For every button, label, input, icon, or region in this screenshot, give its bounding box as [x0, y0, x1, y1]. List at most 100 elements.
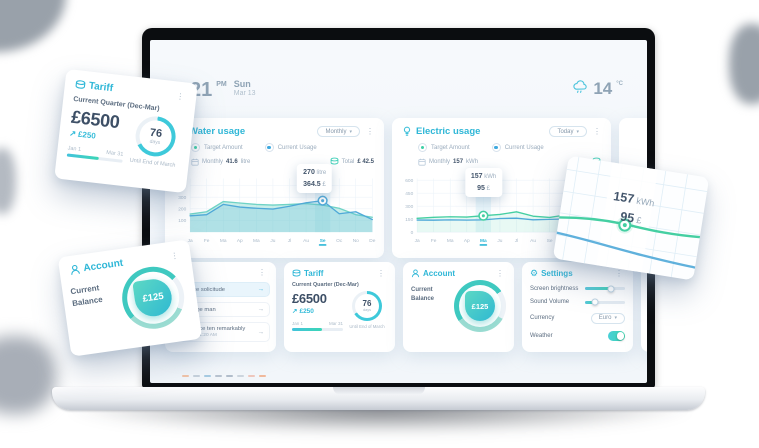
electric-chart-tooltip: 157 kWh 95 £: [464, 168, 503, 198]
current-usage-radio[interactable]: [491, 143, 501, 152]
water-chart-area: 400300200100JaFeMaApMaJuJlAuSeOcNoDe 270…: [169, 164, 380, 256]
svg-text:Ap: Ap: [237, 238, 243, 244]
svg-text:200: 200: [178, 206, 186, 212]
balance-label: Current Balance: [69, 283, 104, 309]
tariff-start-date: Jan 1: [292, 321, 304, 326]
svg-text:Ma: Ma: [220, 238, 227, 244]
svg-text:Ja: Ja: [415, 238, 420, 244]
partial-card: [641, 262, 647, 352]
svg-text:Fe: Fe: [431, 238, 437, 244]
target-amount-radio[interactable]: [418, 143, 427, 152]
dock[interactable]: [182, 374, 266, 377]
kebab-menu-icon[interactable]: ⋮: [169, 250, 180, 261]
volume-slider[interactable]: [585, 298, 625, 306]
calendar-icon: [191, 158, 199, 166]
current-usage-label: Current Usage: [504, 144, 544, 151]
kebab-menu-icon[interactable]: ⋮: [366, 126, 374, 136]
settings-card: ⚙ Settings ⋮ Screen brightness Sound Vol…: [522, 262, 633, 352]
tariff-icon: [74, 79, 86, 91]
dock-app-icon[interactable]: [193, 374, 200, 377]
calendar-icon: [418, 158, 426, 166]
svg-text:Ap: Ap: [464, 238, 470, 244]
chevron-down-icon: ▾: [349, 128, 352, 135]
brightness-slider[interactable]: [585, 285, 625, 292]
kebab-menu-icon[interactable]: ⋮: [593, 126, 601, 136]
lightbulb-icon: [402, 126, 412, 137]
zoom-tooltip: 157 kWh 95 £: [612, 189, 656, 226]
cloud-rain-icon: [572, 80, 589, 94]
temperature-unit: °C: [616, 81, 623, 87]
svg-text:100: 100: [178, 218, 186, 224]
svg-text:300: 300: [405, 204, 413, 210]
svg-text:De: De: [369, 238, 375, 244]
chevron-down-icon: ▾: [614, 315, 617, 321]
balance-drop: £125: [465, 291, 495, 321]
dock-app-icon[interactable]: [182, 374, 189, 377]
weather-toggle[interactable]: [608, 331, 625, 341]
weather-widget: 14 °C: [572, 80, 623, 97]
target-amount-label: Target Amount: [431, 144, 470, 151]
current-usage-label: Current Usage: [277, 144, 317, 151]
dashboard-header: 21 PM Sun Mar 13 14 °C: [190, 79, 623, 100]
svg-text:Ma: Ma: [480, 238, 487, 244]
electric-legend: Target Amount Current Usage: [392, 137, 611, 152]
kebab-menu-icon[interactable]: ⋮: [496, 268, 504, 278]
floating-account-card: Account ⋮ Current Balance £125: [57, 239, 203, 357]
svg-text:Se: Se: [547, 238, 553, 244]
current-usage-radio[interactable]: [264, 143, 274, 152]
dock-app-icon[interactable]: [215, 374, 222, 377]
kebab-menu-icon[interactable]: ⋮: [258, 268, 266, 277]
currency-select[interactable]: Euro ▾: [590, 312, 625, 324]
kebab-menu-icon[interactable]: ⋮: [615, 268, 623, 278]
water-range-dropdown[interactable]: Monthly ▾: [317, 126, 360, 137]
dock-app-icon[interactable]: [226, 374, 233, 377]
laptop-base: [52, 387, 705, 410]
svg-text:No: No: [353, 238, 359, 244]
person-icon: [411, 269, 420, 278]
svg-text:Ja: Ja: [188, 238, 193, 244]
kebab-menu-icon[interactable]: ⋮: [175, 90, 185, 101]
floating-tariff-card: Tariff ⋮ Current Quarter (Dec-Mar) £6500…: [54, 68, 198, 194]
target-amount-radio[interactable]: [191, 143, 200, 152]
dock-app-icon[interactable]: [237, 374, 244, 377]
days-remaining-gauge: 76 days: [133, 114, 178, 159]
kebab-menu-icon[interactable]: ⋮: [377, 268, 385, 278]
svg-text:Ma: Ma: [253, 238, 260, 244]
tariff-footnote: Until End of March: [349, 324, 385, 329]
tariff-card: Tariff ⋮ Current Quarter (Dec-Mar) £6500…: [284, 262, 395, 352]
tariff-subtitle: Current Quarter (Dec-Mar): [292, 282, 359, 288]
decor-blob-bottom-left: [0, 336, 56, 414]
svg-text:Se: Se: [320, 238, 326, 244]
gear-icon: ⚙: [530, 268, 539, 278]
svg-text:Jl: Jl: [515, 238, 518, 244]
dock-app-icon[interactable]: [259, 374, 266, 377]
zoom-chart: [554, 157, 708, 278]
dock-app-icon[interactable]: [204, 374, 211, 377]
svg-text:Ma: Ma: [447, 238, 454, 244]
tariff-end-date: Mar 31: [328, 321, 343, 326]
balance-gauge: £125: [454, 280, 506, 332]
clock-date: Mar 13: [233, 89, 256, 97]
delta-up-icon: ↗: [292, 308, 298, 315]
floating-chart-zoom-card: 157 kWh 95 £: [552, 155, 710, 281]
water-panel-title: Water usage: [189, 126, 246, 137]
electric-range-dropdown[interactable]: Today ▾: [549, 126, 587, 137]
target-amount-label: Target Amount: [204, 144, 243, 151]
clock-day: Sun: [233, 79, 251, 89]
dock-app-icon[interactable]: [248, 374, 255, 377]
clock: 21 PM Sun Mar 13: [190, 79, 256, 100]
arrow-right-icon: →: [257, 286, 265, 293]
water-meta-row: Monthly 41.6 litre Total £ 42.5: [165, 152, 384, 166]
decor-blob-top-left: [0, 0, 66, 52]
coins-icon: [330, 157, 339, 166]
person-icon: [69, 264, 81, 276]
days-remaining-gauge: 76 days: [352, 291, 382, 321]
temperature-value: 14: [593, 79, 613, 98]
svg-text:600: 600: [405, 178, 413, 184]
tariff-delta: ↗ £250: [292, 307, 314, 316]
svg-text:Oc: Oc: [336, 238, 343, 244]
balance-gauge: £125: [118, 262, 189, 333]
tariff-progress-bar: [292, 328, 343, 331]
balance-label: Current Balance: [411, 287, 435, 302]
